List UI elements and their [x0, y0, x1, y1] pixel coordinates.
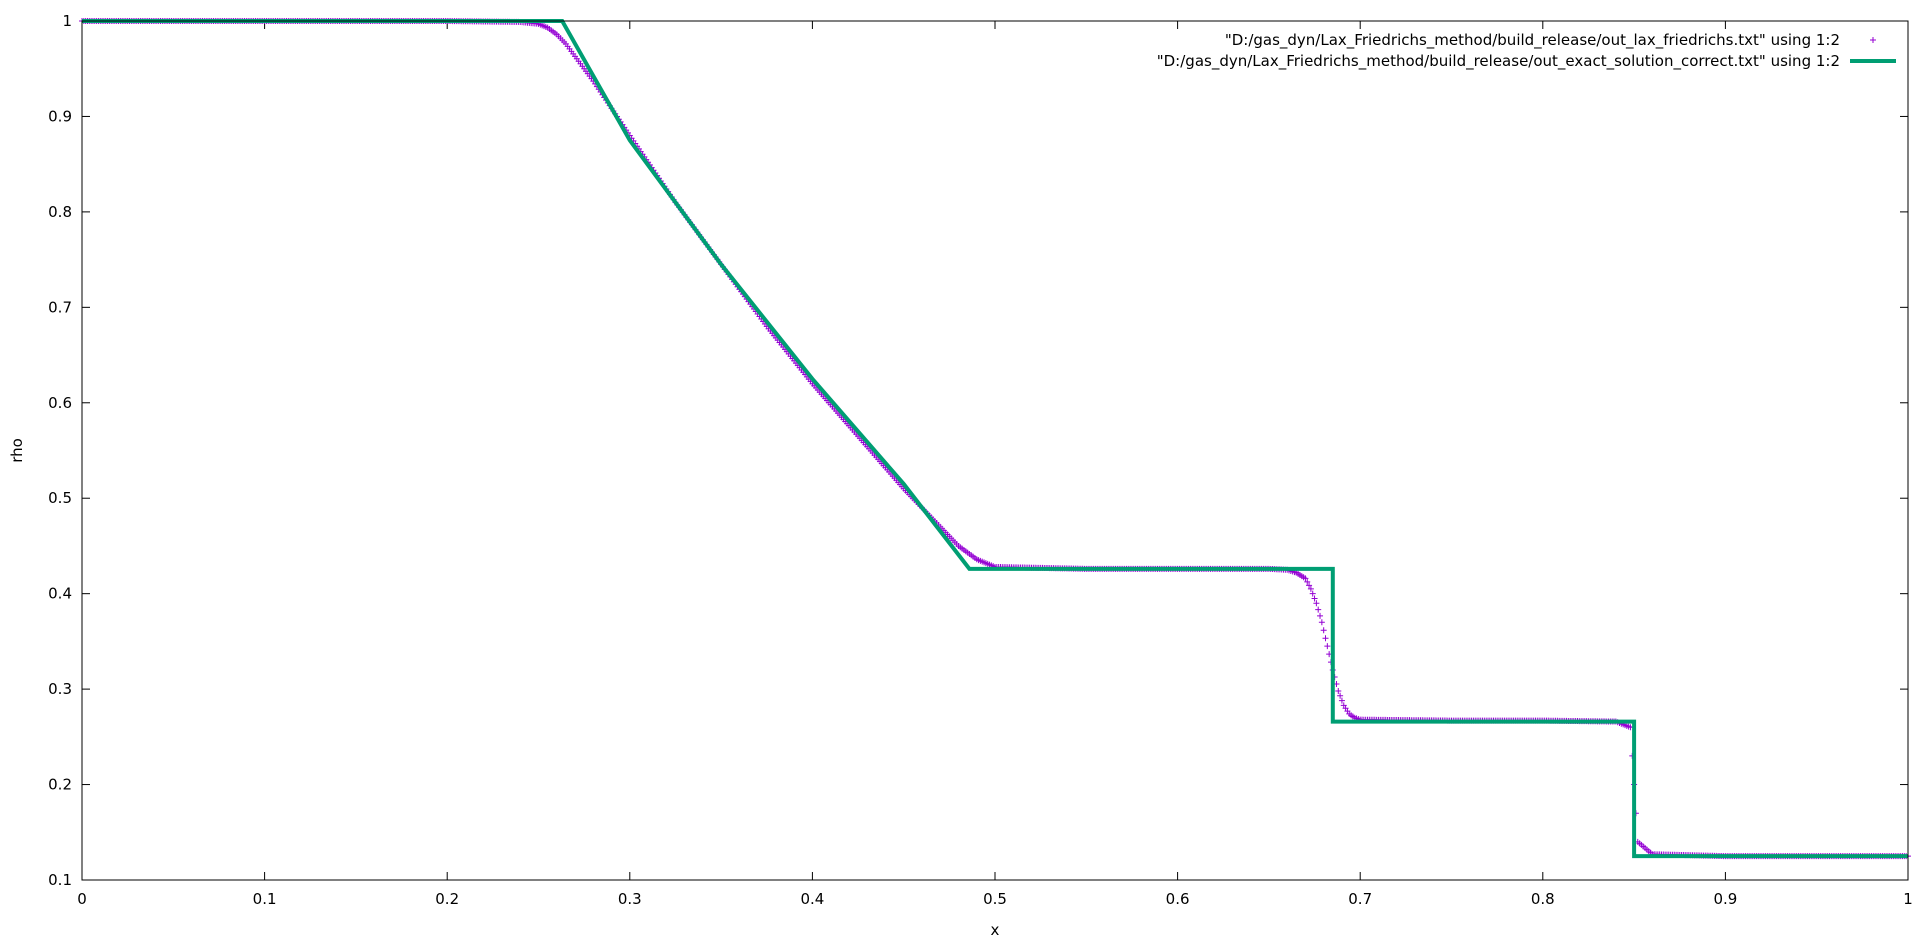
- data-point: [1309, 590, 1316, 597]
- exact-solution-line: [82, 19, 1908, 859]
- y-tick-label: 0.1: [48, 871, 72, 889]
- legend-point-swatch: [1870, 37, 1876, 43]
- data-point: [1324, 643, 1331, 650]
- y-tick-label: 0.7: [48, 298, 72, 316]
- x-tick-label: 0.8: [1531, 890, 1555, 908]
- data-point: [1302, 575, 1309, 582]
- y-tick-label: 0.4: [48, 585, 72, 603]
- y-tick-label: 0.6: [48, 394, 72, 412]
- legend: "D:/gas_dyn/Lax_Friedrichs_method/build_…: [1157, 31, 1896, 71]
- x-tick-label: 1: [1903, 890, 1913, 908]
- data-point: [1318, 619, 1325, 626]
- data-point: [1306, 582, 1313, 589]
- legend-entry-label: "D:/gas_dyn/Lax_Friedrichs_method/build_…: [1157, 52, 1840, 71]
- x-tick-label: 0.6: [1166, 890, 1190, 908]
- x-tick-label: 0.4: [800, 890, 824, 908]
- x-tick-label: 0.1: [253, 890, 277, 908]
- data-point: [1322, 635, 1329, 642]
- ticks-layer: 0 0.1 0.2 0.3 0.4 0.5 0.6 0.7 0.8 0.9 1 0.1 0.2 0.3 0.…: [48, 12, 1913, 908]
- data-point: [1304, 578, 1311, 585]
- x-tick-label: 0: [77, 890, 87, 908]
- y-tick-label: 0.3: [48, 680, 72, 698]
- data-point: [1311, 595, 1318, 602]
- data-point: [1335, 688, 1342, 695]
- x-tick-label: 0.9: [1713, 890, 1737, 908]
- data-point: [1338, 697, 1345, 704]
- data-point: [1307, 585, 1314, 592]
- plot-frame: [81, 20, 1909, 881]
- x-tick-label: 0.5: [983, 890, 1007, 908]
- legend-entry-label: "D:/gas_dyn/Lax_Friedrichs_method/build_…: [1225, 31, 1840, 50]
- y-axis-label: rho: [8, 438, 26, 463]
- x-tick-label: 0.7: [1348, 890, 1372, 908]
- series-2: [82, 19, 1908, 859]
- data-point: [1313, 600, 1320, 607]
- x-axis-label: x: [991, 921, 1000, 939]
- data-point: [1317, 612, 1324, 619]
- y-tick-label: 0.2: [48, 776, 72, 794]
- x-tick-label: 0.2: [435, 890, 459, 908]
- y-tick-label: 1: [62, 12, 72, 30]
- data-point: [1337, 692, 1344, 699]
- y-tick-label: 0.9: [48, 107, 72, 125]
- data-point: [1320, 627, 1327, 634]
- y-tick-label: 0.5: [48, 489, 72, 507]
- y-tick-label: 0.8: [48, 203, 72, 221]
- x-tick-label: 0.3: [618, 890, 642, 908]
- data-point: [1315, 606, 1322, 613]
